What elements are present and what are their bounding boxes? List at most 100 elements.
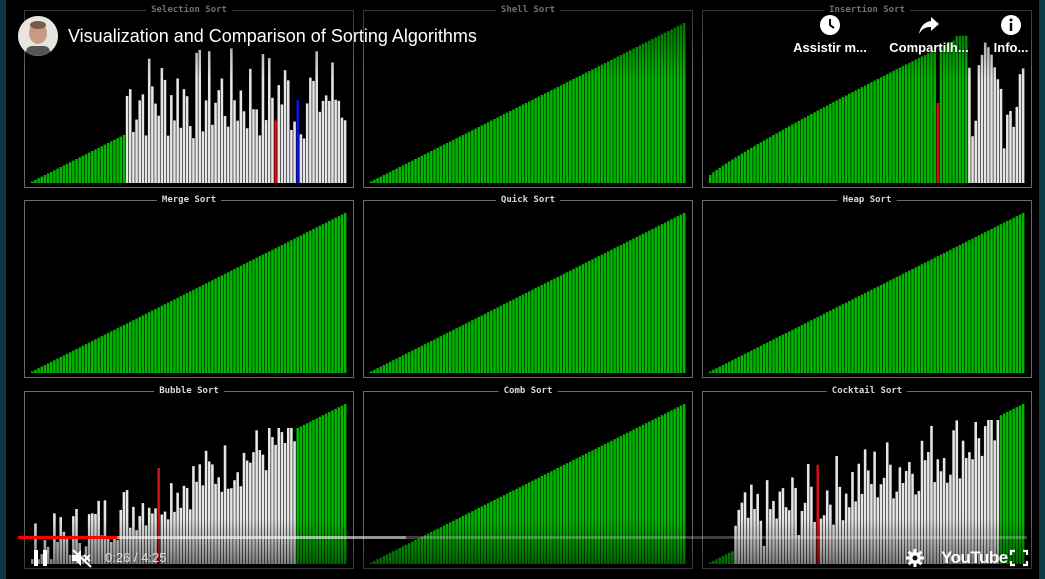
bar	[832, 102, 835, 183]
bar	[72, 160, 75, 183]
bar	[302, 138, 306, 183]
bar	[135, 318, 138, 373]
bar	[603, 253, 607, 373]
video-title[interactable]: Visualization and Comparison of Sorting …	[68, 26, 477, 46]
share-button[interactable]: Compartilh...	[886, 14, 972, 55]
bar	[420, 155, 424, 183]
watch-later-button[interactable]: Assistir m...	[791, 14, 869, 55]
bar	[398, 167, 401, 183]
bar	[876, 286, 880, 373]
bar	[765, 138, 769, 183]
bar	[392, 360, 395, 373]
avatar-face-icon	[18, 16, 58, 56]
share-label: Compartilh...	[889, 40, 969, 55]
bar	[144, 135, 148, 183]
settings-button[interactable]	[905, 548, 925, 568]
bar	[87, 342, 91, 373]
bar	[106, 143, 110, 183]
bar	[100, 336, 104, 373]
bar	[762, 344, 766, 373]
bar	[775, 337, 778, 373]
bar	[65, 163, 69, 183]
bar	[268, 251, 271, 373]
bar	[1018, 214, 1022, 373]
bar	[933, 50, 936, 183]
bar	[141, 315, 145, 373]
bar	[990, 420, 993, 564]
bar	[62, 355, 66, 373]
bar	[477, 127, 480, 183]
bar	[309, 421, 312, 564]
bar	[122, 135, 126, 183]
bar	[920, 56, 924, 183]
bar	[1012, 217, 1015, 373]
bar	[987, 230, 990, 373]
time-current: 0:26	[105, 550, 131, 565]
bar	[873, 451, 876, 564]
bar	[603, 63, 607, 183]
bar	[62, 165, 66, 183]
bar	[740, 355, 744, 373]
bar	[993, 227, 996, 373]
bar	[848, 93, 851, 183]
bar	[91, 341, 94, 373]
bar	[116, 138, 119, 183]
bar	[236, 120, 239, 183]
bar	[550, 90, 553, 183]
bar	[983, 232, 987, 373]
bar	[324, 95, 328, 183]
bar	[622, 434, 626, 564]
bar	[274, 444, 277, 564]
bar	[923, 460, 927, 564]
bar	[622, 243, 626, 373]
bar	[125, 323, 129, 373]
info-button[interactable]: Info...	[986, 14, 1036, 55]
bar	[404, 353, 408, 373]
bar	[296, 99, 299, 183]
bar	[382, 365, 386, 373]
bar	[417, 347, 420, 373]
bar	[423, 344, 427, 373]
bar	[290, 428, 293, 564]
bar	[103, 144, 107, 183]
bar	[885, 442, 889, 564]
bar	[192, 138, 195, 183]
bar	[803, 323, 807, 373]
bar	[395, 168, 398, 183]
bar	[207, 51, 211, 183]
bar	[759, 142, 763, 183]
bar	[518, 106, 522, 183]
bar	[189, 291, 192, 373]
bar	[31, 181, 34, 183]
bar	[914, 59, 917, 183]
bar	[201, 131, 205, 183]
bar	[540, 285, 544, 373]
bar	[863, 293, 867, 373]
youtube-logo[interactable]: YouTube	[941, 548, 1008, 567]
progress-bar[interactable]	[18, 536, 1027, 539]
channel-avatar[interactable]	[18, 16, 58, 56]
panel-title: Bubble Sort	[154, 385, 224, 397]
bar	[125, 95, 129, 183]
bar	[258, 135, 262, 183]
fullscreen-icon	[1009, 549, 1029, 567]
fullscreen-button[interactable]	[1009, 549, 1029, 567]
bar	[407, 352, 411, 373]
bar	[546, 281, 550, 373]
bar	[759, 345, 763, 373]
bar	[860, 294, 864, 373]
video-player[interactable]: Selection Sort Shell Sort Insertion Sort…	[6, 0, 1039, 579]
bar	[670, 410, 673, 564]
bar	[436, 147, 439, 183]
bar	[490, 310, 493, 373]
panel-heap-sort: Heap Sort	[702, 194, 1032, 378]
bar	[569, 80, 572, 183]
bar	[591, 259, 594, 373]
bar	[395, 358, 398, 373]
pause-button[interactable]	[30, 548, 52, 568]
bar	[305, 232, 309, 373]
bar	[667, 221, 670, 373]
mute-button[interactable]	[70, 548, 94, 568]
bar	[572, 79, 575, 183]
bar	[844, 95, 848, 183]
